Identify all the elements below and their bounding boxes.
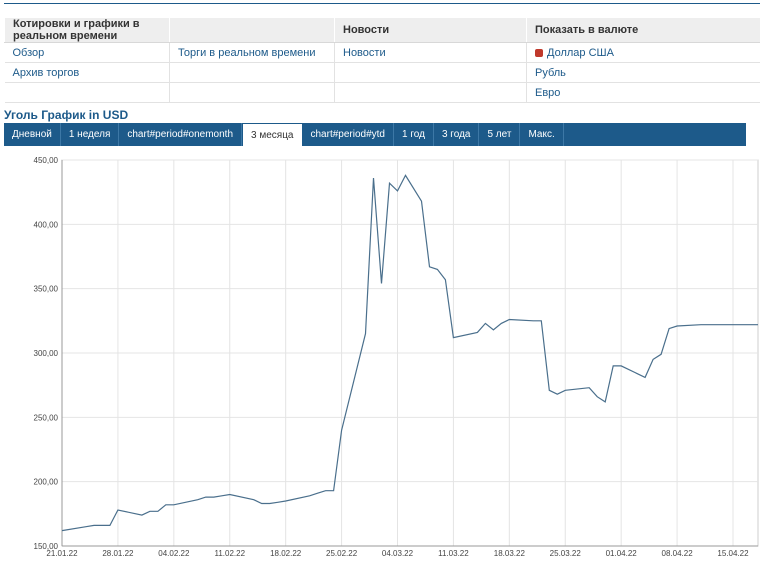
x-tick-label: 28.01.22 [102,549,134,558]
y-tick-label: 400,00 [34,220,59,229]
period-tab-2[interactable]: chart#period#onemonth [119,123,243,146]
x-tick-label: 25.02.22 [326,549,358,558]
top-divider [4,3,760,4]
link-trading-archive[interactable]: Архив торгов [12,66,80,79]
currency-eur[interactable]: Евро [535,86,561,99]
x-tick-label: 18.02.22 [270,549,302,558]
nav-cell [169,62,335,83]
nav-cell [334,62,527,83]
currency-rub[interactable]: Рубль [535,66,566,79]
quotes-nav-table: Котировки и графики в реальном времени Н… [4,18,760,103]
link-news[interactable]: Новости [343,46,386,59]
link-realtime-trading[interactable]: Торги в реальном времени [178,46,316,59]
price-chart: 150,00 200,00 250,00 300,00 350,00 400,00 450,… [34,156,759,558]
nav-cell [4,82,170,103]
x-tick-label: 04.03.22 [382,549,414,558]
selected-currency-icon [535,48,543,57]
period-tab-8[interactable]: Макс. [520,123,564,146]
x-tick-label: 15.04.22 [717,549,749,558]
x-tick-label: 01.04.22 [606,549,638,558]
price-series-line [61,174,758,532]
link-overview[interactable]: Обзор [12,46,45,59]
chart-heading: Уголь График in USD [4,108,129,122]
y-tick-label: 250,00 [34,413,59,422]
y-tick-label: 450,00 [34,156,59,165]
y-tick-label: 350,00 [34,285,59,294]
y-tick-label: 300,00 [34,349,59,358]
period-tab-0[interactable]: Дневной [4,123,61,146]
period-tab-6[interactable]: 3 года [434,123,480,146]
period-tab-3[interactable]: 3 месяца [242,123,303,146]
period-tab-1[interactable]: 1 неделя [61,123,120,146]
nav-cell [169,82,335,103]
nav-header-news: Новости [334,18,527,43]
period-tabs: Дневной 1 неделя chart#period#onemonth 3 ме… [4,123,746,146]
nav-header-quotes: Котировки и графики в реальном времени [4,18,170,43]
period-tab-5[interactable]: 1 год [394,123,434,146]
x-tick-label: 11.02.22 [214,549,245,558]
currency-usd[interactable]: Доллар США [547,46,614,59]
nav-cell [334,82,527,103]
nav-header-currency: Показать в валюте [526,18,760,43]
x-tick-label: 21.01.22 [46,549,78,558]
x-tick-label: 11.03.22 [438,549,469,558]
period-tab-4[interactable]: chart#period#ytd [303,123,394,146]
nav-header-empty [169,18,335,43]
x-tick-label: 04.02.22 [158,549,190,558]
x-tick-label: 25.03.22 [550,549,582,558]
x-tick-label: 08.04.22 [662,549,694,558]
x-tick-label: 18.03.22 [494,549,526,558]
period-tab-7[interactable]: 5 лет [479,123,521,146]
y-tick-label: 150,00 [34,542,59,551]
y-tick-label: 200,00 [34,478,59,487]
